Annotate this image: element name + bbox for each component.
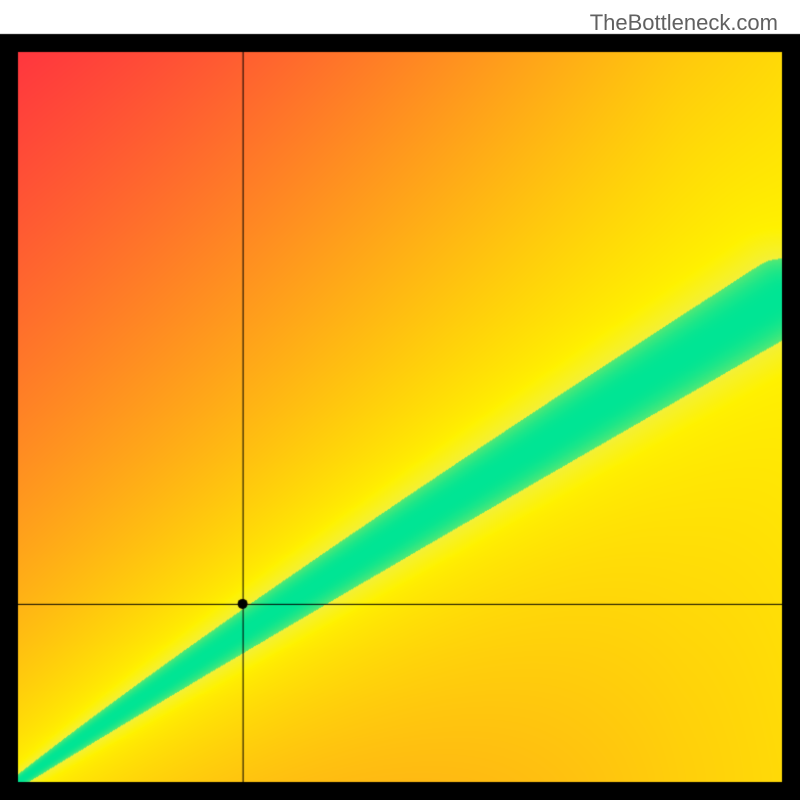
bottleneck-heatmap bbox=[0, 0, 800, 800]
watermark-text: TheBottleneck.com bbox=[590, 10, 778, 36]
